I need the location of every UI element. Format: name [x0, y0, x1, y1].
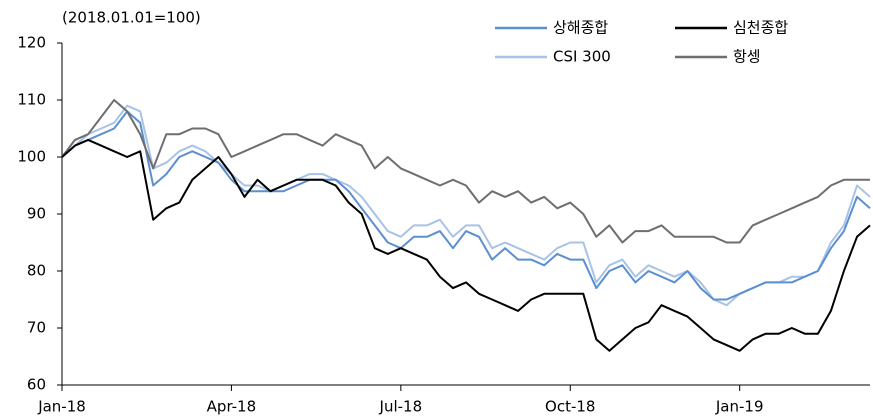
x-tick-label: Jul-18 [379, 398, 423, 416]
legend-label: 심천종합 [733, 19, 788, 37]
y-tick-label: 110 [17, 91, 46, 109]
line-series [61, 138, 871, 352]
y-tick-label: 70 [27, 319, 46, 337]
line-series [61, 99, 870, 244]
y-tick-label: 90 [27, 205, 46, 223]
x-tick-label: Oct-18 [545, 398, 595, 416]
y-tick-label: 80 [27, 262, 46, 280]
legend-label: 항셍 [733, 48, 761, 66]
x-tick-label: Jan-19 [715, 398, 764, 416]
x-tick-label: Apr-18 [207, 398, 257, 416]
y-tick-label: 60 [27, 376, 46, 394]
line-series [61, 104, 871, 307]
line-series [61, 110, 871, 301]
y-tick-label: 120 [17, 34, 46, 52]
y-tick-label: 100 [17, 148, 46, 166]
legend-label: CSI 300 [553, 48, 611, 66]
x-tick-label: Jan-18 [37, 398, 86, 416]
chart-subtitle: (2018.01.01=100) [62, 9, 201, 27]
legend-label: 상해종합 [553, 19, 608, 37]
